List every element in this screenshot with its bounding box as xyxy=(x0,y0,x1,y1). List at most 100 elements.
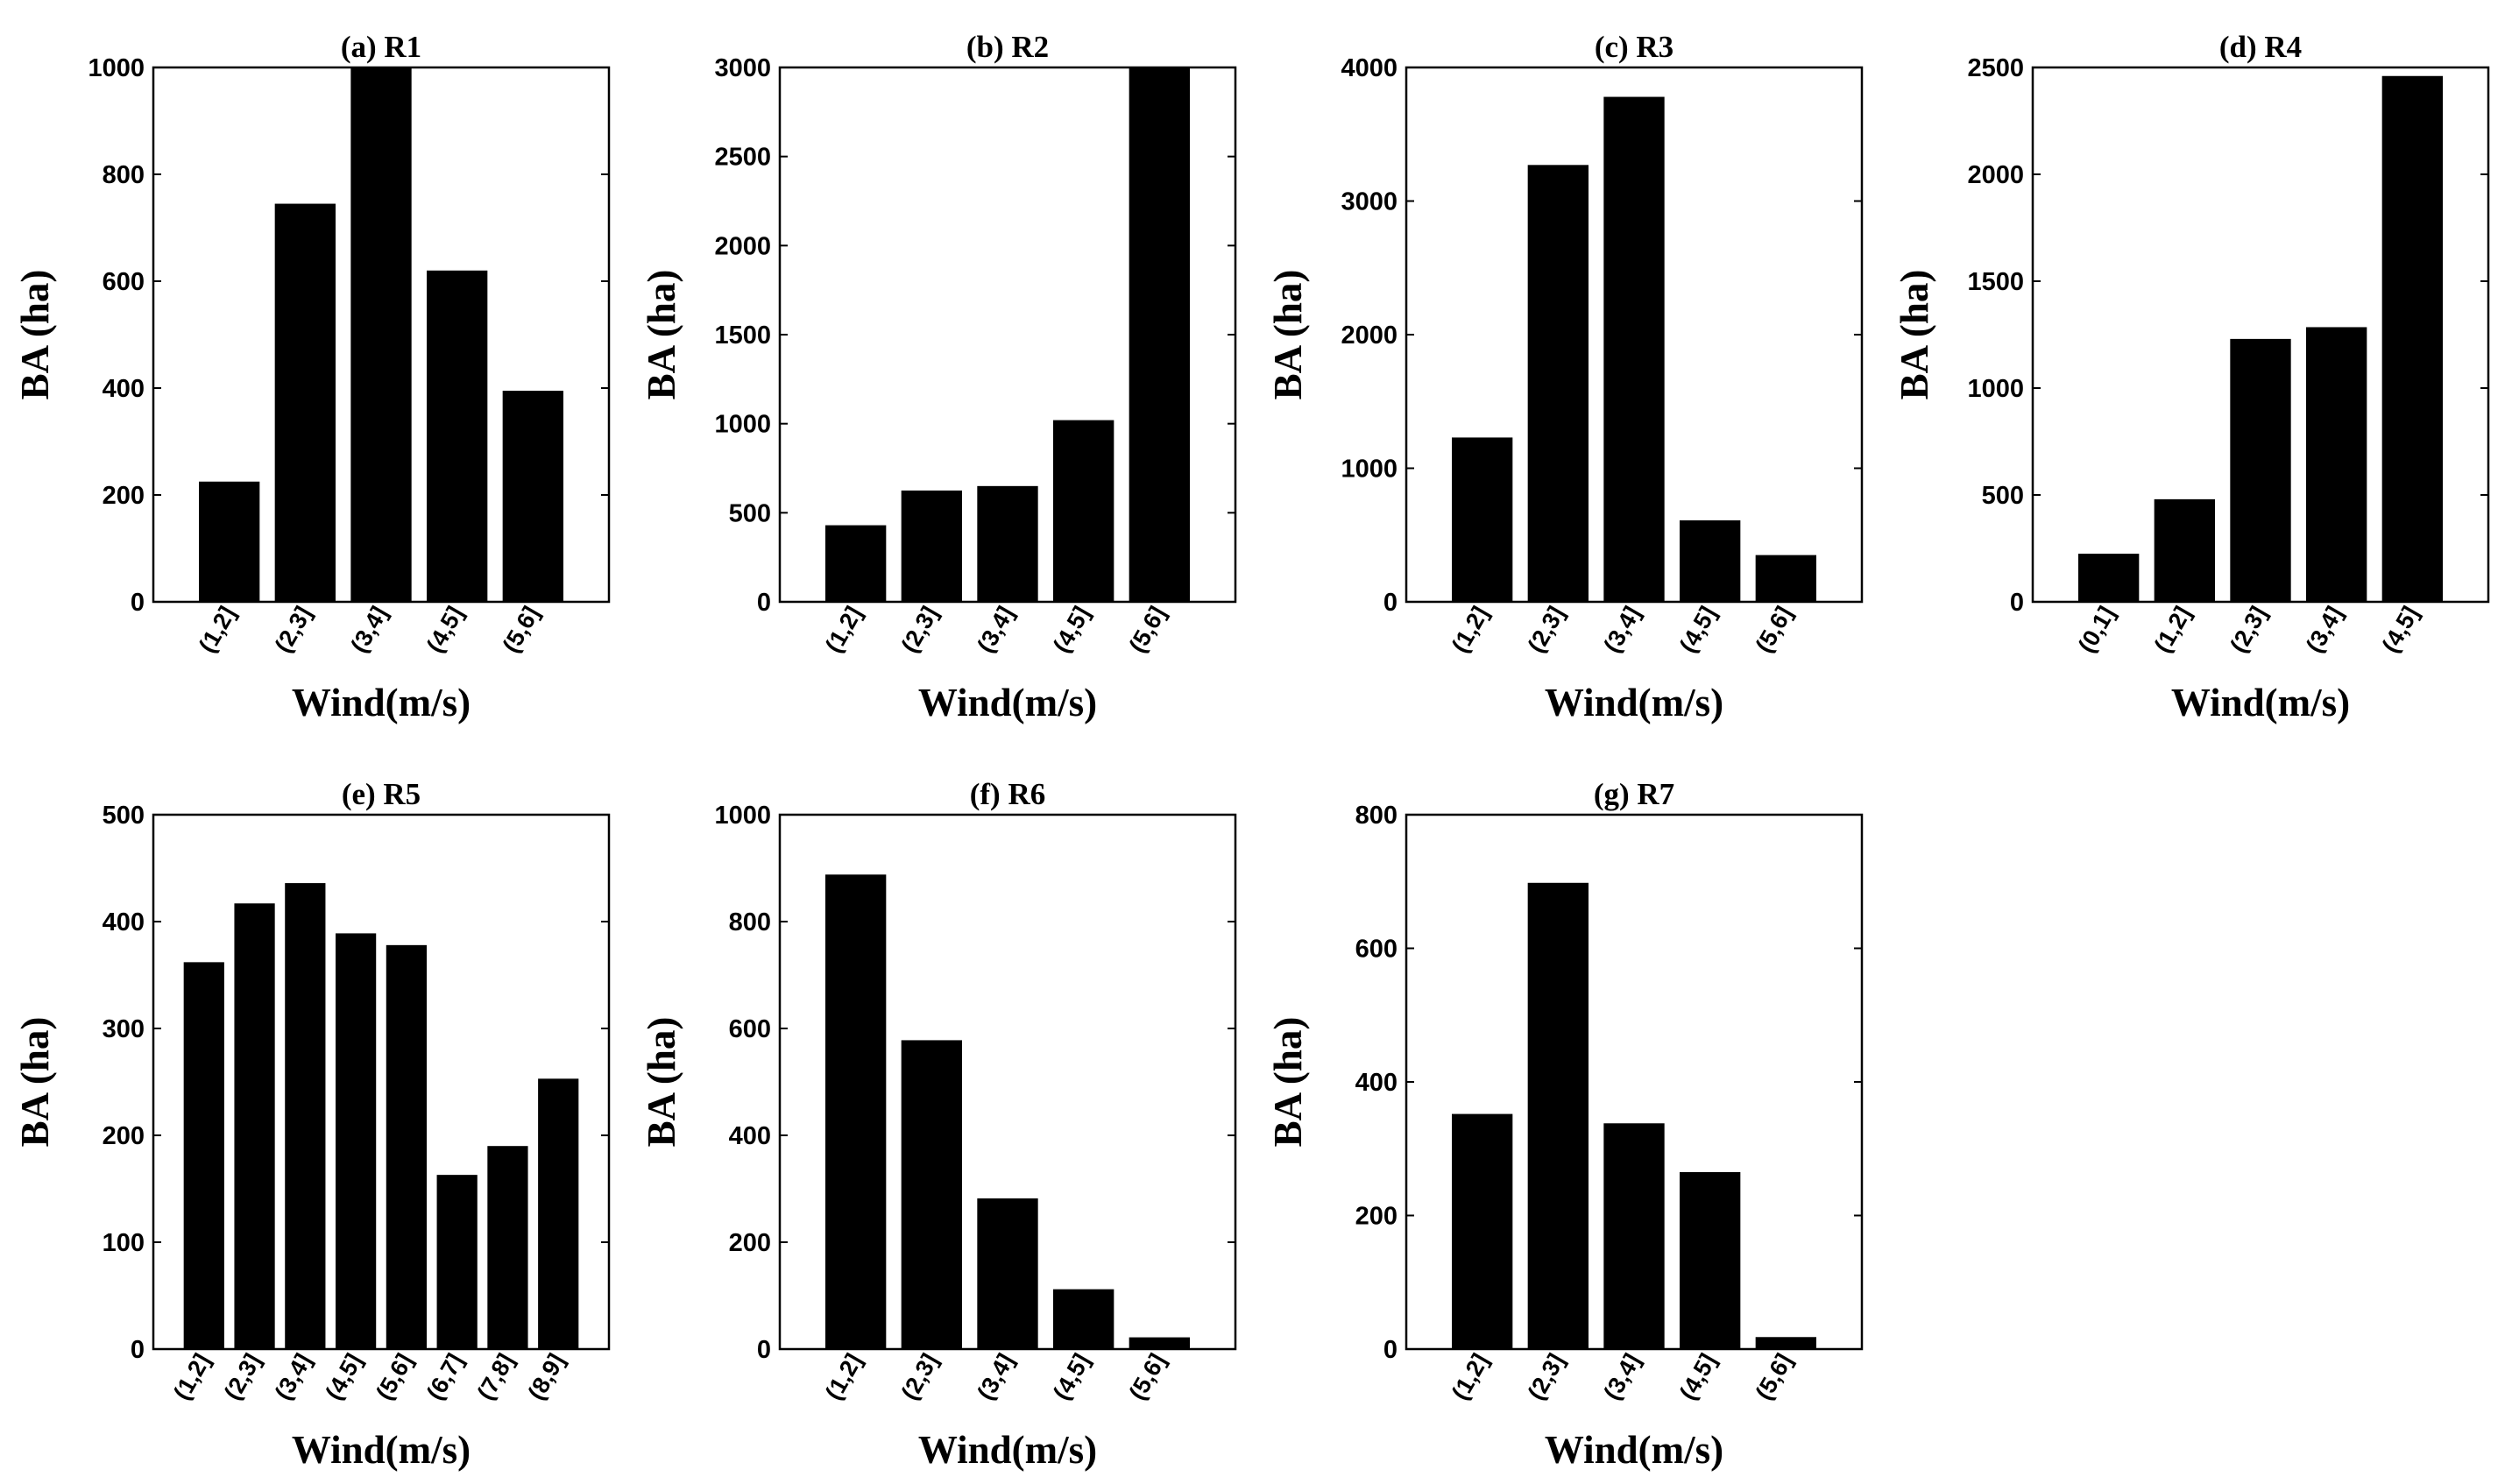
y-tick-label: 1000 xyxy=(1967,375,2024,403)
y-tick-label: 800 xyxy=(729,908,771,936)
x-tick-label: (3,4] xyxy=(1598,602,1645,657)
bar-5-6 xyxy=(436,1175,478,1349)
bar-1-5 xyxy=(502,391,563,602)
y-tick-label: 800 xyxy=(103,161,145,189)
x-tick-label: (2,3] xyxy=(1523,1349,1570,1404)
x-axis-label: Wind(m/s) xyxy=(292,681,471,724)
bar-6-1 xyxy=(825,874,887,1349)
y-tick-label: 400 xyxy=(1355,1069,1398,1097)
bar-1-1 xyxy=(199,481,260,602)
bar-5-3 xyxy=(285,883,326,1349)
chart-panel-5: 0 100 200 300 400 500 (1,2] (2,3] (3,4] (4,5] (5,6… xyxy=(13,777,611,1472)
chart-title: (d) R4 xyxy=(2219,30,2302,64)
bar-1-3 xyxy=(350,67,412,602)
chart-panel-1: 0 200 400 600 800 1000 (1,2] (2,3] (3,4] (4,5] (5,… xyxy=(13,30,611,724)
y-tick-label: 2500 xyxy=(1967,54,2024,82)
x-axis-label: Wind(m/s) xyxy=(1545,681,1723,724)
y-tick-label: 200 xyxy=(103,482,145,510)
x-tick-label: (1,2] xyxy=(2149,602,2197,657)
y-tick-label: 0 xyxy=(1383,1336,1398,1364)
x-tick-label: (6,7] xyxy=(421,1349,469,1404)
y-tick-label: 200 xyxy=(1355,1203,1398,1231)
x-tick-label: (4,5] xyxy=(321,1349,368,1404)
y-tick-label: 3000 xyxy=(1341,188,1398,216)
y-tick-label: 500 xyxy=(729,499,771,527)
chart-title: (f) R6 xyxy=(970,777,1046,811)
chart-title: (e) R5 xyxy=(342,777,421,811)
y-axis-label: BA (ha) xyxy=(13,1017,57,1148)
bar-4-4 xyxy=(2306,327,2367,602)
x-tick-label: (2,3] xyxy=(896,602,944,657)
y-tick-label: 400 xyxy=(729,1122,771,1150)
chart-panel-6: 0 200 400 600 800 1000 (1,2] (2,3] (3,4] (4,5] (5,… xyxy=(640,777,1237,1472)
y-tick-label: 100 xyxy=(103,1229,145,1257)
y-axis-label: BA (ha) xyxy=(13,270,57,400)
chart-title: (a) R1 xyxy=(341,30,421,64)
x-tick-label: (3,4] xyxy=(1598,1349,1645,1404)
bar-5-1 xyxy=(183,962,224,1349)
x-tick-label: (4,5] xyxy=(2377,602,2424,657)
x-tick-label: (3,4] xyxy=(270,1349,317,1404)
x-tick-label: (7,8] xyxy=(472,1349,520,1404)
y-tick-label: 2500 xyxy=(714,144,771,172)
y-tick-label: 1000 xyxy=(714,802,771,830)
y-tick-label: 0 xyxy=(757,589,771,617)
y-tick-label: 1500 xyxy=(714,322,771,350)
y-tick-label: 800 xyxy=(1355,802,1398,830)
bar-6-4 xyxy=(1053,1289,1114,1349)
y-axis-label: BA (ha) xyxy=(1893,270,1936,400)
x-tick-label: (1,2] xyxy=(1447,602,1494,657)
y-tick-label: 0 xyxy=(131,589,145,617)
bar-7-1 xyxy=(1452,1113,1513,1349)
y-tick-label: 200 xyxy=(103,1122,145,1150)
x-tick-label: (5,6] xyxy=(1124,602,1171,657)
chart-title: (g) R7 xyxy=(1594,777,1674,811)
bar-5-2 xyxy=(234,903,275,1349)
x-tick-label: (4,5] xyxy=(1048,1349,1095,1404)
bar-7-4 xyxy=(1680,1171,1741,1349)
y-tick-label: 400 xyxy=(103,375,145,403)
bar-5-7 xyxy=(487,1146,528,1349)
x-axis-label: Wind(m/s) xyxy=(1545,1428,1723,1472)
y-tick-label: 1500 xyxy=(1967,268,2024,296)
x-tick-label: (2,3] xyxy=(2225,602,2272,657)
x-tick-label: (0,1] xyxy=(2073,602,2120,657)
y-tick-label: 0 xyxy=(757,1336,771,1364)
y-tick-label: 1000 xyxy=(1341,456,1398,484)
y-tick-label: 1000 xyxy=(714,411,771,439)
x-tick-label: (1,2] xyxy=(194,602,241,657)
bar-7-3 xyxy=(1603,1123,1665,1349)
y-tick-label: 600 xyxy=(103,268,145,296)
bar-4-2 xyxy=(2154,498,2215,602)
x-tick-label: (2,3] xyxy=(1523,602,1570,657)
x-tick-label: (1,2] xyxy=(820,1349,867,1404)
x-tick-label: (4,5] xyxy=(1674,1349,1722,1404)
chart-panel-2: 0 500 1000 1500 2000 2500 3000 (1,2] (2,3] (3,4] (… xyxy=(640,30,1237,724)
y-tick-label: 2000 xyxy=(1341,322,1398,350)
bar-5-8 xyxy=(538,1078,579,1349)
bar-3-4 xyxy=(1680,519,1741,602)
bar-2-1 xyxy=(825,525,887,602)
x-tick-label: (4,5] xyxy=(1048,602,1095,657)
bar-3-1 xyxy=(1452,437,1513,602)
x-tick-label: (5,6] xyxy=(371,1349,418,1404)
y-axis-label: BA (ha) xyxy=(1266,1017,1310,1148)
x-tick-label: (5,6] xyxy=(498,602,545,657)
x-tick-label: (5,6] xyxy=(1751,602,1798,657)
x-tick-label: (1,2] xyxy=(1447,1349,1494,1404)
x-tick-label: (3,4] xyxy=(2301,602,2348,657)
x-tick-label: (1,2] xyxy=(168,1349,216,1404)
bar-2-4 xyxy=(1053,420,1114,602)
x-axis-label: Wind(m/s) xyxy=(292,1428,471,1472)
x-axis-label: Wind(m/s) xyxy=(918,1428,1097,1472)
y-tick-label: 600 xyxy=(1355,936,1398,964)
bar-5-4 xyxy=(336,933,377,1349)
bar-4-3 xyxy=(2230,338,2291,602)
x-tick-label: (4,5] xyxy=(421,602,469,657)
y-tick-label: 4000 xyxy=(1341,54,1398,82)
y-tick-label: 2000 xyxy=(1967,161,2024,189)
y-axis-label: BA (ha) xyxy=(1266,270,1310,400)
x-axis-label: Wind(m/s) xyxy=(2171,681,2350,724)
y-tick-label: 600 xyxy=(729,1015,771,1043)
